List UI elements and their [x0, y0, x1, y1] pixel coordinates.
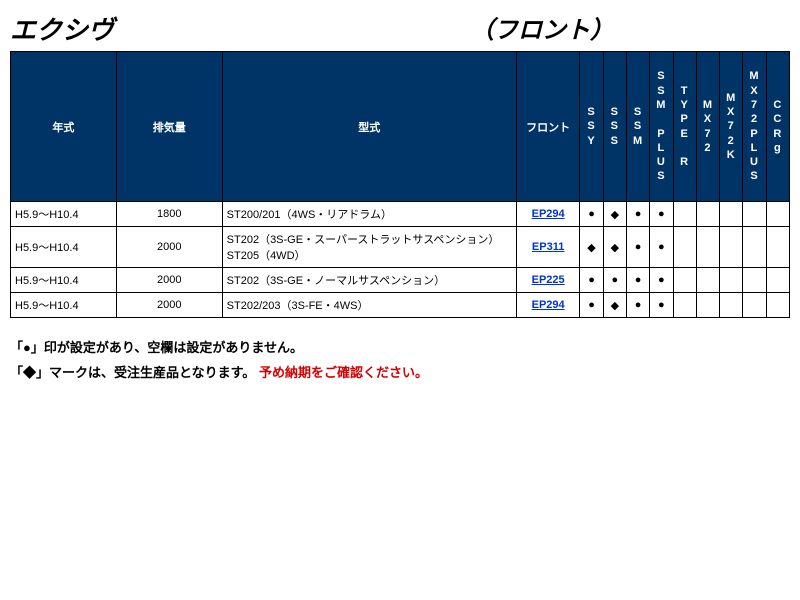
cell-flag [696, 268, 719, 293]
table-body: H5.9～H10.41800ST200/201（4WS・リアドラム）EP294●… [11, 202, 790, 318]
cell-flag [743, 268, 766, 293]
cell-disp: 2000 [116, 293, 222, 318]
note-line-2-black: 「◆」マークは、受注生産品となります。 [10, 365, 255, 380]
cell-year: H5.9～H10.4 [11, 268, 117, 293]
note-line-2: 「◆」マークは、受注生産品となります。 予め納期をご確認ください。 [10, 361, 790, 386]
table-head: 年式 排気量 型式 フロント SSY SSS SSM SSM PLUS TYPE… [11, 52, 790, 202]
cell-flag: ● [650, 293, 673, 318]
col-flag-0: SSY [580, 52, 603, 202]
cell-model: ST202（3S-GE・スーパーストラットサスペンション）ST205（4WD） [222, 227, 516, 268]
col-flag-6: MX72K [720, 52, 743, 202]
cell-flag: ● [626, 268, 649, 293]
col-front: フロント [516, 52, 580, 202]
cell-flag [720, 227, 743, 268]
cell-front: EP294 [516, 202, 580, 227]
cell-flag: ◆ [603, 202, 626, 227]
cell-flag [696, 202, 719, 227]
cell-model: ST202（3S-GE・ノーマルサスペンション） [222, 268, 516, 293]
table-row: H5.9～H10.41800ST200/201（4WS・リアドラム） EP294 ●… [11, 202, 790, 227]
cell-disp: 1800 [116, 202, 222, 227]
table-row: H5.9～H10.42000ST202（3S-GE・スーパーストラットサスペンシ… [11, 227, 790, 268]
cell-flag [766, 268, 789, 293]
cell-flag [743, 293, 766, 318]
cell-flag: ● [580, 202, 603, 227]
cell-flag: ● [580, 268, 603, 293]
front-link[interactable]: EP294 [532, 299, 565, 311]
cell-year: H5.9～H10.4 [11, 202, 117, 227]
cell-flag [766, 202, 789, 227]
cell-flag: ◆ [580, 227, 603, 268]
cell-flag: ◆ [603, 293, 626, 318]
cell-flag: ● [650, 268, 673, 293]
title-right: （フロント） [470, 10, 614, 47]
cell-front: EP311 [516, 227, 580, 268]
cell-flag [696, 293, 719, 318]
cell-flag: ◆ [603, 227, 626, 268]
cell-flag: ● [650, 202, 673, 227]
cell-front: EP225 [516, 268, 580, 293]
cell-flag [696, 227, 719, 268]
front-link[interactable]: EP311 [532, 241, 564, 253]
cell-model: ST202/203（3S-FE・4WS） [222, 293, 516, 318]
col-year: 年式 [11, 52, 117, 202]
cell-flag [720, 202, 743, 227]
cell-flag: ● [626, 227, 649, 268]
cell-flag: ● [626, 293, 649, 318]
table-row: H5.9～H10.42000ST202（3S-GE・ノーマルサスペンション） EP… [11, 268, 790, 293]
note-line-1: 「●」印が設定があり、空欄は設定がありません。 [10, 336, 790, 361]
cell-flag [720, 268, 743, 293]
col-flag-7: MX72PLUS [743, 52, 766, 202]
front-link[interactable]: EP294 [532, 208, 565, 220]
col-flag-8: CCRg [766, 52, 789, 202]
cell-flag [743, 202, 766, 227]
spec-table: 年式 排気量 型式 フロント SSY SSS SSM SSM PLUS TYPE… [10, 51, 790, 318]
cell-disp: 2000 [116, 227, 222, 268]
title-row: エクシヴ （フロント） [10, 10, 790, 47]
table-row: H5.9～H10.42000ST202/203（3S-FE・4WS） EP294 ●… [11, 293, 790, 318]
col-disp: 排気量 [116, 52, 222, 202]
cell-front: EP294 [516, 293, 580, 318]
cell-flag: ● [650, 227, 673, 268]
cell-flag [673, 268, 696, 293]
col-flag-1: SSS [603, 52, 626, 202]
cell-flag [720, 293, 743, 318]
cell-model: ST200/201（4WS・リアドラム） [222, 202, 516, 227]
col-flag-4: TYPE R [673, 52, 696, 202]
note-line-2-red: 予め納期をご確認ください。 [259, 365, 428, 380]
cell-flag [673, 227, 696, 268]
cell-flag [673, 202, 696, 227]
col-flag-3: SSM PLUS [650, 52, 673, 202]
col-flag-2: SSM [626, 52, 649, 202]
cell-flag: ● [580, 293, 603, 318]
col-model: 型式 [222, 52, 516, 202]
col-flag-5: MX72 [696, 52, 719, 202]
cell-disp: 2000 [116, 268, 222, 293]
cell-flag: ● [603, 268, 626, 293]
cell-flag [673, 293, 696, 318]
front-link[interactable]: EP225 [532, 274, 565, 286]
notes: 「●」印が設定があり、空欄は設定がありません。 「◆」マークは、受注生産品となり… [10, 336, 790, 385]
cell-flag [766, 293, 789, 318]
cell-flag: ● [626, 202, 649, 227]
cell-flag [766, 227, 789, 268]
cell-flag [743, 227, 766, 268]
cell-year: H5.9～H10.4 [11, 293, 117, 318]
title-left: エクシヴ [10, 10, 470, 47]
cell-year: H5.9～H10.4 [11, 227, 117, 268]
